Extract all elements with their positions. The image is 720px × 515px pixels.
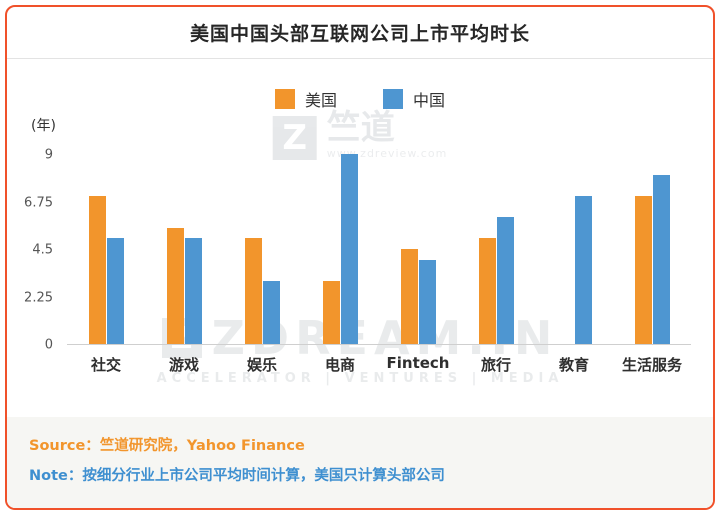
bar-group-旅行: 旅行 [478,155,514,374]
zdreview-logo-icon: Z [272,115,317,160]
legend-label-us: 美国 [304,91,337,110]
y-axis-ticks: 0 2.25 4.5 6.75 9 [7,148,59,353]
y-axis-tick-6.75: 6.75 [24,195,53,210]
bar-美国-电商 [322,280,340,344]
source-line: Source：竺道研究院，Yahoo Finance [29,431,691,461]
x-axis-label-社交: 社交 [90,356,122,374]
x-axis-label-娱乐: 娱乐 [246,356,278,374]
bar-美国-生活服务 [634,196,652,344]
bar-中国-游戏 [184,238,202,344]
x-axis-label-游戏: 游戏 [168,356,200,374]
bar-美国-游戏 [166,227,184,344]
source-label: Source： [29,438,100,454]
bar-美国-旅行 [478,238,496,344]
y-axis-unit-label: (年) [31,118,56,134]
legend-swatch-cn [383,89,403,109]
plot-area: 社交 游戏 娱乐 电商 Fintech 旅行 教育 生活服务 [67,154,691,374]
chart-card: 美国中国头部互联网公司上市平均时长 Z 竺道 www.zdreview.com … [5,5,715,510]
bar-group-娱乐: 娱乐 [244,155,280,374]
source-text: 竺道研究院，Yahoo Finance [99,438,305,454]
x-axis-label-旅行: 旅行 [480,356,512,374]
bar-group-社交: 社交 [88,155,124,374]
bar-中国-电商 [340,154,358,344]
x-axis-label-生活服务: 生活服务 [621,356,683,374]
bar-中国-旅行 [496,217,514,344]
bar-美国-社交 [88,196,106,344]
y-axis-tick-4.5: 4.5 [32,242,53,258]
title-bar: 美国中国头部互联网公司上市平均时长 [7,7,713,59]
legend-item-us: 美国 [274,87,337,111]
y-axis-tick-2.25: 2.25 [24,290,53,305]
x-axis-label-电商: 电商 [324,356,356,374]
legend: 美国 中国 [7,87,713,111]
x-axis-label-Fintech: Fintech [386,354,450,372]
note-label: Note： [29,468,83,485]
chart-area: Z 竺道 www.zdreview.com Z ZDREAM.IN ACCELE… [7,59,713,417]
watermark-center: Z 竺道 www.zdreview.com [272,108,448,160]
y-axis-tick-0: 0 [44,337,53,353]
bar-美国-娱乐 [244,238,262,344]
bar-中国-Fintech [418,259,436,344]
watermark-brand: 竺道 [326,108,395,148]
bar-中国-生活服务 [652,175,670,344]
legend-item-cn: 中国 [383,87,445,111]
bar-group-游戏: 游戏 [166,155,202,374]
legend-label-cn: 中国 [413,91,446,110]
bar-group-教育: 教育 [557,155,592,374]
note-line: Note：按细分行业上市公司平均时间计算，美国只计算头部公司 [29,461,691,491]
bar-group-生活服务: 生活服务 [622,155,682,374]
y-axis-tick-9: 9 [44,147,53,163]
bar-group-Fintech: Fintech [387,155,449,372]
note-text: 按细分行业上市公司平均时间计算，美国只计算头部公司 [82,468,445,485]
bar-group-电商: 电商 [322,154,358,374]
chart-title: 美国中国头部互联网公司上市平均时长 [189,23,530,45]
x-axis-label-教育: 教育 [558,356,590,374]
bar-美国-Fintech [400,249,418,344]
bar-中国-社交 [106,238,124,344]
bar-中国-娱乐 [262,280,280,344]
legend-swatch-us [274,89,295,109]
footer: Source：竺道研究院，Yahoo Finance Note：按细分行业上市公… [7,417,713,508]
bar-中国-教育 [574,196,592,344]
